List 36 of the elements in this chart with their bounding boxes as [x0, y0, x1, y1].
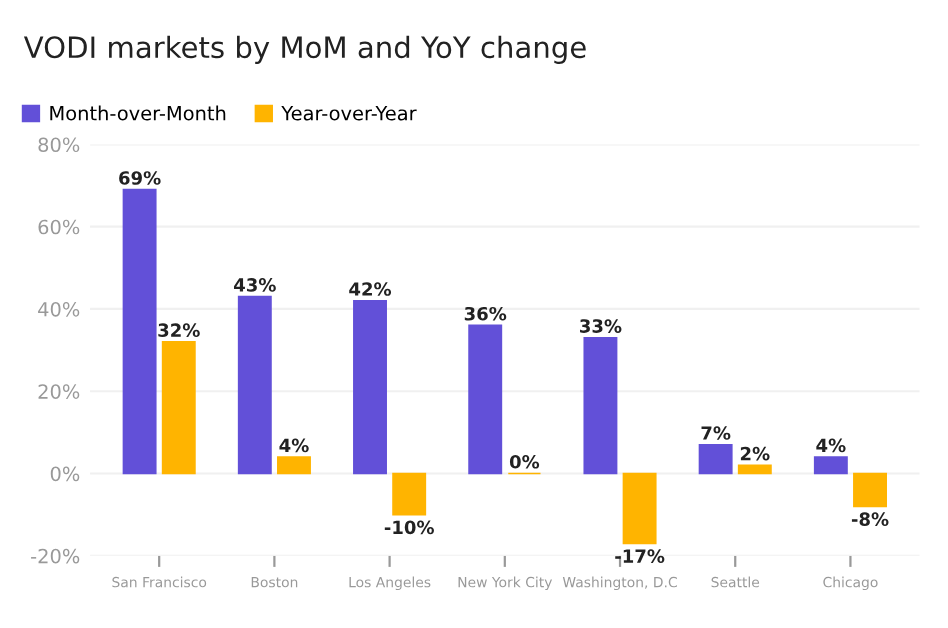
bar [622, 472, 657, 545]
data-label: 32% [158, 323, 200, 337]
data-label: 4% [279, 438, 309, 453]
data-label: 2% [740, 446, 770, 461]
bar [583, 336, 618, 475]
data-label: -10% [384, 520, 434, 535]
bar [237, 295, 272, 475]
data-label: -8% [851, 512, 889, 526]
bar [853, 472, 887, 508]
data-label: 33% [580, 319, 622, 333]
bar [122, 188, 157, 475]
bar [277, 456, 311, 475]
data-label: 69% [119, 171, 161, 185]
data-label: 42% [349, 282, 392, 296]
bar [161, 341, 196, 475]
data-label: 43% [234, 278, 276, 292]
bar [737, 464, 772, 475]
data-label: 7% [701, 426, 731, 440]
y-tick-label: 60% [38, 219, 80, 235]
y-tick-label: 0% [50, 466, 80, 482]
bar [813, 456, 848, 475]
data-label: -17% [615, 549, 665, 563]
data-label: 0% [509, 454, 540, 469]
legend-label: Year-over-Year [281, 106, 417, 121]
bar [353, 299, 387, 475]
bar [698, 443, 733, 475]
y-tick-label: 80% [38, 137, 80, 153]
y-tick-label: 20% [38, 384, 80, 399]
bar [392, 472, 427, 516]
y-tick-label: 40% [38, 301, 80, 317]
data-label: 36% [464, 306, 507, 321]
data-label: 4% [816, 438, 846, 453]
y-tick-label: -20% [31, 548, 80, 564]
bar [468, 324, 503, 475]
chart-title: VODI markets by MoM and YoY change [23, 35, 586, 64]
legend-label: Month-over-Month [50, 105, 226, 121]
